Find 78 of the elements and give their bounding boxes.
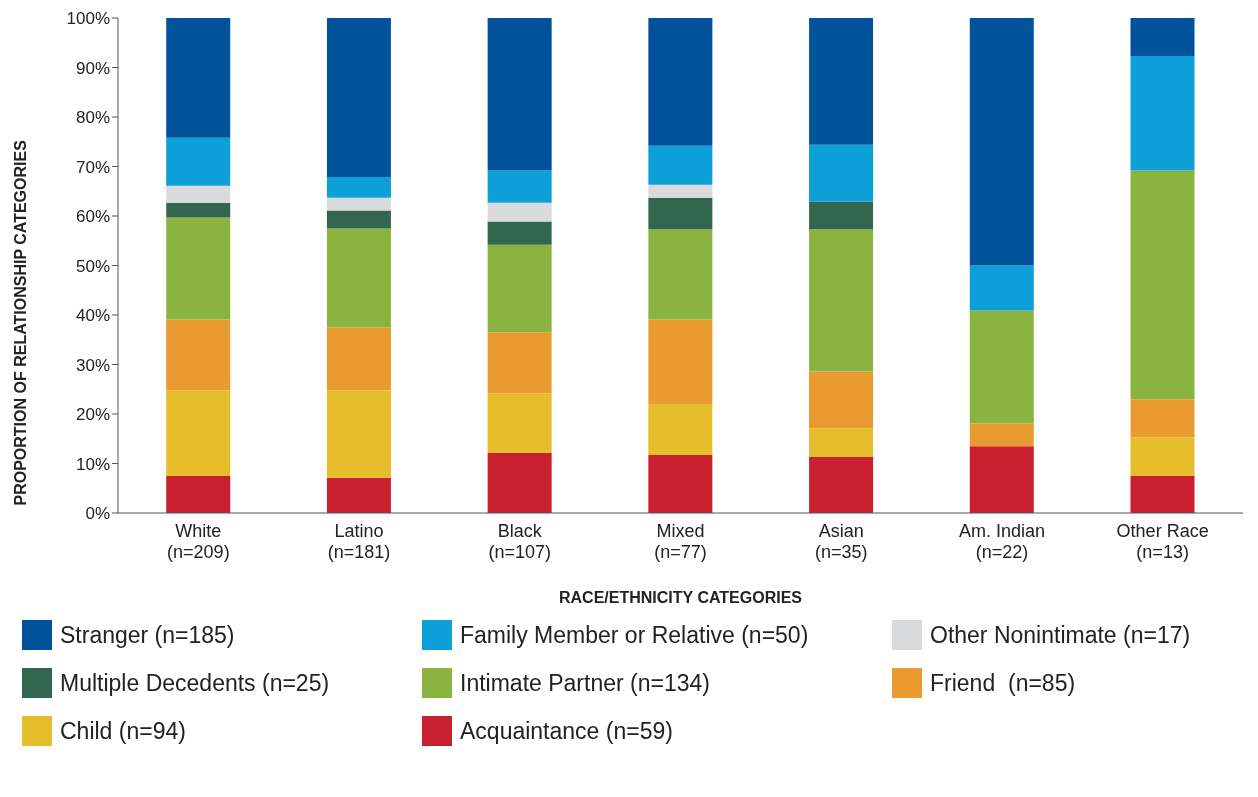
bar	[809, 371, 874, 429]
bar	[648, 229, 713, 320]
bar	[648, 404, 713, 456]
bar	[326, 390, 391, 478]
legend-label: Multiple Decedents (n=25)	[60, 669, 330, 697]
x-tick-label: White (n=209)	[167, 521, 230, 562]
bar	[809, 229, 874, 372]
y-tick-label: 0%	[85, 504, 110, 524]
y-tick-label: 80%	[75, 108, 110, 128]
bar	[487, 332, 552, 394]
bar	[1130, 399, 1195, 438]
bar	[487, 453, 552, 513]
y-axis-title: PROPORTION OF RELATIONSHIP CATEGORIES	[11, 139, 29, 506]
x-tick-label: Black (n=107)	[488, 521, 552, 562]
bar	[648, 319, 713, 405]
y-tick-label: 40%	[75, 306, 110, 326]
bar	[166, 202, 231, 218]
bar	[487, 18, 552, 171]
y-tick-label: 100%	[66, 9, 110, 29]
bar	[487, 244, 552, 333]
bar	[969, 310, 1034, 424]
bar	[487, 202, 552, 222]
legend-label: Acquaintance (n=59)	[460, 717, 673, 745]
bar	[1130, 475, 1195, 513]
bar	[1130, 18, 1195, 57]
bar	[648, 197, 713, 230]
legend-label: Stranger (n=185)	[60, 621, 235, 649]
bar	[166, 475, 231, 513]
bar	[326, 228, 391, 328]
bar	[166, 18, 231, 138]
bar	[326, 197, 391, 211]
legend-label: Child (n=94)	[60, 717, 186, 745]
y-tick-label: 20%	[75, 405, 110, 425]
bar	[326, 327, 391, 391]
x-tick-label: Am. Indian (n=22)	[958, 521, 1045, 562]
bar	[326, 176, 391, 198]
legend-label: Other Nonintimate (n=17)	[930, 621, 1191, 649]
bar	[648, 184, 713, 198]
y-tick-label: 60%	[75, 207, 110, 227]
bar	[969, 18, 1034, 266]
bar	[648, 455, 713, 513]
bar	[648, 145, 713, 185]
x-tick-label: Latino (n=181)	[327, 521, 391, 562]
bar	[969, 265, 1034, 311]
legend-label: Intimate Partner (n=134)	[460, 669, 710, 697]
bar	[166, 137, 231, 186]
bar	[326, 18, 391, 177]
legend-label: Family Member or Relative (n=50)	[460, 621, 809, 649]
y-tick-label: 90%	[75, 58, 110, 78]
bar	[166, 185, 231, 203]
bar	[969, 446, 1034, 513]
y-tick-label: 50%	[75, 256, 110, 276]
y-tick-label: 30%	[75, 355, 110, 375]
bar	[326, 210, 391, 229]
bar	[487, 170, 552, 203]
legend-label: Friend (n=85)	[930, 669, 1076, 697]
bar	[326, 477, 391, 513]
x-tick-label: Mixed (n=77)	[654, 521, 707, 562]
y-tick-label: 10%	[75, 454, 110, 474]
bar	[166, 390, 231, 476]
bar	[1130, 56, 1195, 171]
bar	[809, 18, 874, 145]
bar	[648, 18, 713, 146]
x-tick-label: Asian (n=35)	[814, 521, 868, 562]
y-tick-label: 70%	[75, 157, 110, 177]
bar	[166, 319, 231, 391]
bar	[487, 393, 552, 454]
bar	[487, 221, 552, 245]
bar	[809, 457, 874, 513]
bar	[1130, 170, 1195, 400]
x-tick-label: Other Race (n=13)	[1116, 521, 1209, 562]
bar	[166, 217, 231, 320]
bar	[969, 423, 1034, 447]
bar	[809, 201, 874, 230]
bar	[809, 428, 874, 458]
bar	[1130, 437, 1195, 476]
x-axis-title: RACE/ETHNICITY CATEGORIES	[559, 589, 803, 606]
bar	[809, 144, 874, 202]
